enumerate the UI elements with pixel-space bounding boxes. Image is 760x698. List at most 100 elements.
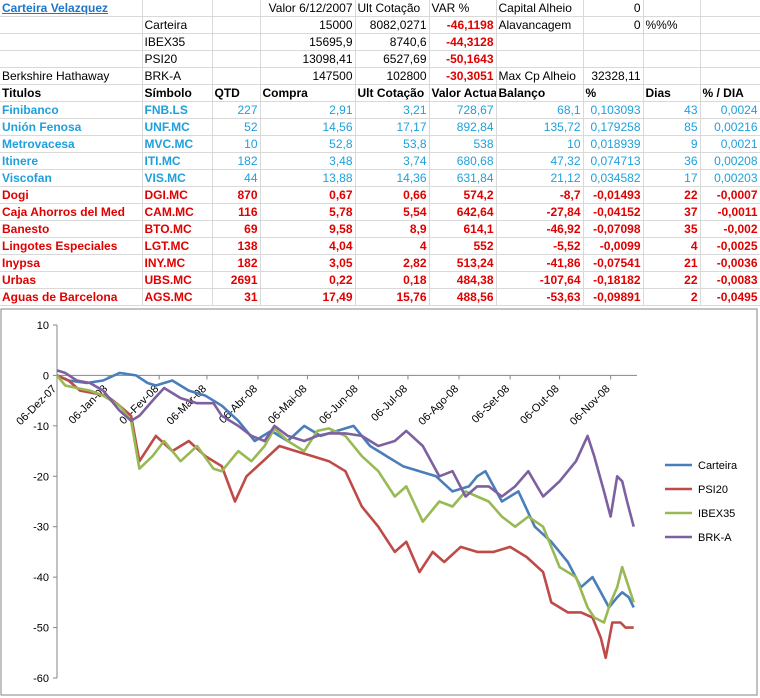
header-pct-dia: % / DIA: [700, 84, 760, 102]
line-chart: 10 0 -10 -20 -30 -40 -50 -60 06-Dez-07 06-Jan-08 0…: [0, 308, 760, 698]
summary-row: Carteira 15000 8082,0271 -46,1198 Alavancage…: [0, 16, 760, 34]
holding-title: Unión Fenosa: [0, 118, 143, 136]
summary-valor: 13098,41: [260, 50, 356, 68]
holding-title: Aguas de Barcelona: [0, 288, 143, 306]
holding-qtd: 69: [212, 220, 261, 238]
max-cp-alheio-value: 32328,11: [583, 67, 644, 85]
holding-dias: 22: [643, 271, 701, 289]
holdings-header-row: Titulos Símbolo QTD Compra Ult Cotação Valor …: [0, 84, 760, 102]
holding-pct: 0,179258: [583, 118, 644, 136]
holding-title: Urbas: [0, 271, 143, 289]
holding-balanco: -5,52: [496, 237, 584, 255]
holding-pct-dia: -0,002: [700, 220, 760, 238]
empty-cell: [212, 67, 261, 85]
holding-balanco: 10: [496, 135, 584, 153]
holding-qtd: 52: [212, 118, 261, 136]
empty-cell: [496, 33, 584, 51]
holding-balanco: -107,64: [496, 271, 584, 289]
holding-compra: 14,56: [260, 118, 356, 136]
holding-valor-actual: 631,84: [429, 169, 497, 187]
sheet-body: Carteira Velazquez Valor 6/12/2007 Ult Cot…: [0, 0, 760, 306]
holding-balanco: -27,84: [496, 203, 584, 221]
empty-cell: [700, 50, 760, 68]
holding-dias: 37: [643, 203, 701, 221]
holding-qtd: 2691: [212, 271, 261, 289]
holding-valor-actual: 680,68: [429, 152, 497, 170]
holding-valor-actual: 552: [429, 237, 497, 255]
holding-compra: 52,8: [260, 135, 356, 153]
holding-row: Finibanco FNB.LS 227 2,91 3,21 728,67 68,1 0,10…: [0, 101, 760, 119]
header-cotacao: Ult Cotação: [355, 0, 430, 17]
holding-pct-dia: -0,0495: [700, 288, 760, 306]
holding-symbol: ITI.MC: [142, 152, 213, 170]
holding-ult-cotacao: 0,18: [355, 271, 430, 289]
capital-alheio-label: Capital Alheio: [496, 0, 584, 17]
holding-balanco: -41,86: [496, 254, 584, 272]
summary-cotacao: 8740,6: [355, 33, 430, 51]
holding-ult-cotacao: 53,8: [355, 135, 430, 153]
holding-row: Unión Fenosa UNF.MC 52 14,56 17,17 892,84 135,…: [0, 118, 760, 136]
holding-dias: 35: [643, 220, 701, 238]
header-pct: %: [583, 84, 644, 102]
series-line-psi20: [56, 374, 634, 660]
holding-compra: 17,49: [260, 288, 356, 306]
holding-row: Aguas de Barcelona AGS.MC 31 17,49 15,76 488,…: [0, 288, 760, 306]
empty-cell: [142, 0, 213, 17]
summary-name: Berkshire Hathaway: [0, 67, 143, 85]
holding-ult-cotacao: 15,76: [355, 288, 430, 306]
holding-compra: 4,04: [260, 237, 356, 255]
summary-name: [0, 16, 143, 34]
holding-ult-cotacao: 17,17: [355, 118, 430, 136]
holding-qtd: 116: [212, 203, 261, 221]
summary-header-row: Carteira Velazquez Valor 6/12/2007 Ult Cot…: [0, 0, 760, 17]
holding-compra: 0,67: [260, 186, 356, 204]
holding-compra: 9,58: [260, 220, 356, 238]
holding-compra: 0,22: [260, 271, 356, 289]
holding-balanco: -8,7: [496, 186, 584, 204]
alavancagem-label: Alavancagem: [496, 16, 584, 34]
holding-pct: -0,0099: [583, 237, 644, 255]
holding-pct: 0,074713: [583, 152, 644, 170]
summary-cotacao: 102800: [355, 67, 430, 85]
holding-symbol: CAM.MC: [142, 203, 213, 221]
summary-var: -44,3128: [429, 33, 497, 51]
alavancagem-value: 0: [583, 16, 644, 34]
y-tick-label: -30: [33, 522, 49, 534]
y-tick-label: -60: [33, 673, 49, 685]
holding-pct-dia: 0,0024: [700, 101, 760, 119]
holding-qtd: 182: [212, 152, 261, 170]
holding-pct: -0,18182: [583, 271, 644, 289]
summary-var: -50,1643: [429, 50, 497, 68]
summary-symbol: PSI20: [142, 50, 213, 68]
series-line-ibex35: [55, 374, 635, 624]
summary-symbol: IBEX35: [142, 33, 213, 51]
header-dias: Dias: [643, 84, 701, 102]
holding-pct-dia: 0,00203: [700, 169, 760, 187]
summary-cotacao: 6527,69: [355, 50, 430, 68]
holding-symbol: VIS.MC: [142, 169, 213, 187]
holding-title: Metrovacesa: [0, 135, 143, 153]
holding-row: Banesto BTO.MC 69 9,58 8,9 614,1 -46,92 -0,0709…: [0, 220, 760, 238]
holding-ult-cotacao: 2,82: [355, 254, 430, 272]
holding-row: Urbas UBS.MC 2691 0,22 0,18 484,38 -107,64 -0,1…: [0, 271, 760, 289]
holding-title: Inypsa: [0, 254, 143, 272]
summary-name: [0, 50, 143, 68]
holding-valor-actual: 488,56: [429, 288, 497, 306]
legend-label: IBEX35: [698, 508, 735, 520]
holding-dias: 22: [643, 186, 701, 204]
holding-dias: 21: [643, 254, 701, 272]
holding-symbol: UBS.MC: [142, 271, 213, 289]
summary-row: PSI20 13098,41 6527,69 -50,1643: [0, 50, 760, 68]
header-compra: Compra: [260, 84, 356, 102]
header-qtd: QTD: [212, 84, 261, 102]
y-tick-label: 0: [43, 370, 49, 382]
empty-cell: [700, 16, 760, 34]
portfolio-title[interactable]: Carteira Velazquez: [0, 0, 143, 17]
holding-row: Viscofan VIS.MC 44 13,88 14,36 631,84 21,12 0,0…: [0, 169, 760, 187]
holding-symbol: BTO.MC: [142, 220, 213, 238]
empty-cell: [212, 0, 261, 17]
holding-pct-dia: 0,0021: [700, 135, 760, 153]
holding-pct: 0,103093: [583, 101, 644, 119]
holding-balanco: -53,63: [496, 288, 584, 306]
holding-compra: 3,48: [260, 152, 356, 170]
